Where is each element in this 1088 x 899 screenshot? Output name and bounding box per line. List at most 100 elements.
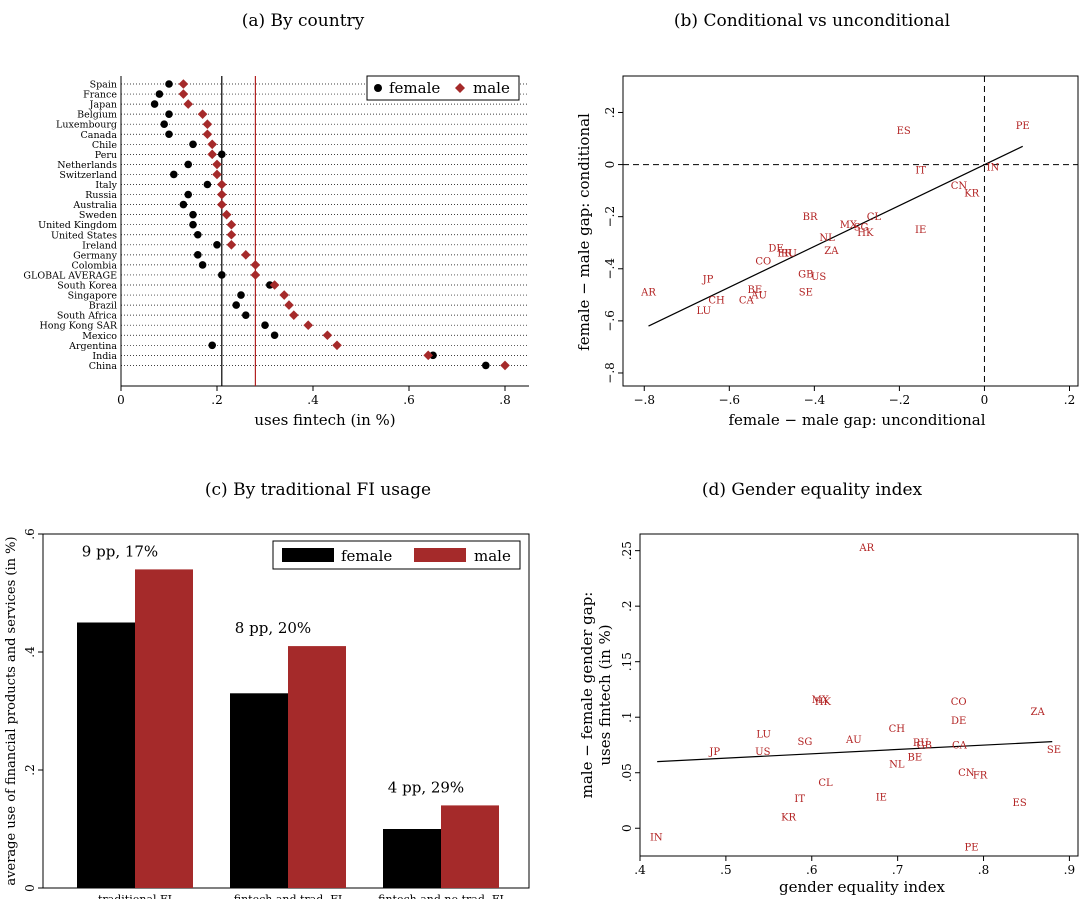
- female-point: [218, 271, 226, 279]
- country-label: Australia: [72, 200, 117, 211]
- male-point: [207, 149, 217, 160]
- country-label: United States: [51, 230, 117, 241]
- point-label: LU: [756, 729, 771, 740]
- point-label: SE: [799, 288, 813, 299]
- x-tick-label: 0: [117, 393, 125, 407]
- point-label: US: [811, 272, 826, 283]
- male-point: [178, 89, 189, 99]
- y-tick-label: .05: [620, 763, 634, 782]
- male-point: [217, 189, 227, 200]
- point-label: ZA: [824, 246, 839, 257]
- x-category-label: fintech and no trad. FI: [378, 893, 504, 899]
- country-label: France: [83, 90, 117, 101]
- country-label: Germany: [73, 250, 118, 261]
- male-point: [178, 79, 189, 89]
- point-label: AU: [750, 290, 767, 301]
- panel-b-title: (b) Conditional vs unconditional: [674, 11, 950, 31]
- x-tick-label: −.2: [889, 393, 911, 407]
- male-point: [500, 360, 510, 371]
- male-point: [289, 310, 299, 320]
- male-point: [207, 139, 217, 150]
- legend-female-marker: [374, 84, 382, 92]
- x-tick-label: .4: [307, 393, 319, 407]
- country-label: Singapore: [68, 291, 118, 302]
- point-label: US: [755, 747, 770, 758]
- female-point: [261, 321, 269, 330]
- country-label: India: [92, 351, 117, 362]
- panel-d-y-ticks: 0 .05 .1 .15 .2 .25: [620, 541, 640, 832]
- point-label: CO: [755, 256, 771, 267]
- female-point: [270, 331, 279, 340]
- panel-a-legend: female male: [366, 75, 520, 101]
- panel-b-plot-frame: [622, 75, 1079, 387]
- female-point: [194, 251, 202, 259]
- country-label: Spain: [90, 80, 117, 91]
- point-label: AR: [858, 543, 874, 554]
- female-point: [184, 160, 192, 169]
- legend-female-label: female: [389, 79, 440, 97]
- y-tick-label: .2: [620, 600, 634, 611]
- point-label: MX: [812, 695, 830, 706]
- point-label: LU: [697, 306, 712, 317]
- gap-annotation: 4 pp, 29%: [388, 778, 464, 796]
- point-label: GB: [798, 269, 813, 280]
- male-point: [226, 240, 237, 250]
- y-tick-label: .15: [620, 652, 634, 671]
- panel-b-y-ticks: −.8 −.6 −.4 −.2 0 .2: [603, 107, 623, 384]
- point-label: HK: [857, 228, 874, 239]
- panel-c-bar-chart: 9 pp, 17% 8 pp, 20% 4 pp, 29% traditional …: [4, 528, 530, 899]
- female-bar: [383, 829, 441, 888]
- female-point: [213, 241, 221, 249]
- male-point: [221, 209, 232, 220]
- legend-female-swatch: [282, 548, 334, 562]
- point-label: FR: [973, 770, 988, 781]
- legend-male-label: male: [474, 547, 511, 565]
- panel-a-country-dotplot: SpainFranceJapanBelgiumLuxembourgCanadaC…: [23, 75, 529, 429]
- x-tick-label: 0: [981, 393, 989, 407]
- x-category-label: fintech and trad. FI: [234, 893, 343, 899]
- female-point: [208, 341, 216, 350]
- female-point: [203, 180, 212, 189]
- panel-c-y-label: average use of financial products and se…: [4, 536, 19, 885]
- country-label: GLOBAL AVERAGE: [23, 270, 117, 281]
- male-point: [284, 300, 294, 310]
- panel-a-gridlines: [121, 83, 529, 366]
- point-label: KR: [781, 813, 796, 824]
- country-label: Peru: [95, 150, 117, 161]
- country-label: Sweden: [79, 210, 117, 221]
- y-tick-label: .25: [620, 541, 634, 560]
- male-point: [332, 340, 342, 351]
- female-point: [237, 291, 245, 299]
- y-tick-label: 0: [23, 884, 37, 892]
- y-tick-label: −.8: [603, 362, 617, 384]
- point-label: DE: [768, 243, 783, 254]
- country-label: Canada: [81, 130, 118, 141]
- point-label: JP: [702, 275, 714, 286]
- male-bar: [288, 646, 346, 888]
- y-tick-label: .4: [23, 646, 37, 658]
- point-label: AR: [640, 288, 656, 299]
- country-label: South Africa: [57, 311, 117, 322]
- panel-d-y-label: male − female gender gap:: [578, 592, 596, 799]
- panel-b-x-label: female − male gap: unconditional: [728, 411, 985, 429]
- point-label: IE: [876, 793, 887, 804]
- male-point: [202, 119, 213, 129]
- female-point: [198, 261, 207, 269]
- point-label: CL: [818, 778, 833, 789]
- point-label: CO: [951, 697, 967, 708]
- point-label: RU: [781, 249, 797, 260]
- female-point: [242, 311, 250, 319]
- male-point: [423, 350, 433, 361]
- legend-male-swatch: [414, 548, 466, 562]
- legend-female-label: female: [341, 547, 392, 565]
- panel-a-markers: [150, 79, 510, 371]
- male-point: [217, 179, 227, 190]
- country-label: Japan: [89, 100, 117, 111]
- female-point: [184, 190, 192, 199]
- female-point: [189, 140, 197, 149]
